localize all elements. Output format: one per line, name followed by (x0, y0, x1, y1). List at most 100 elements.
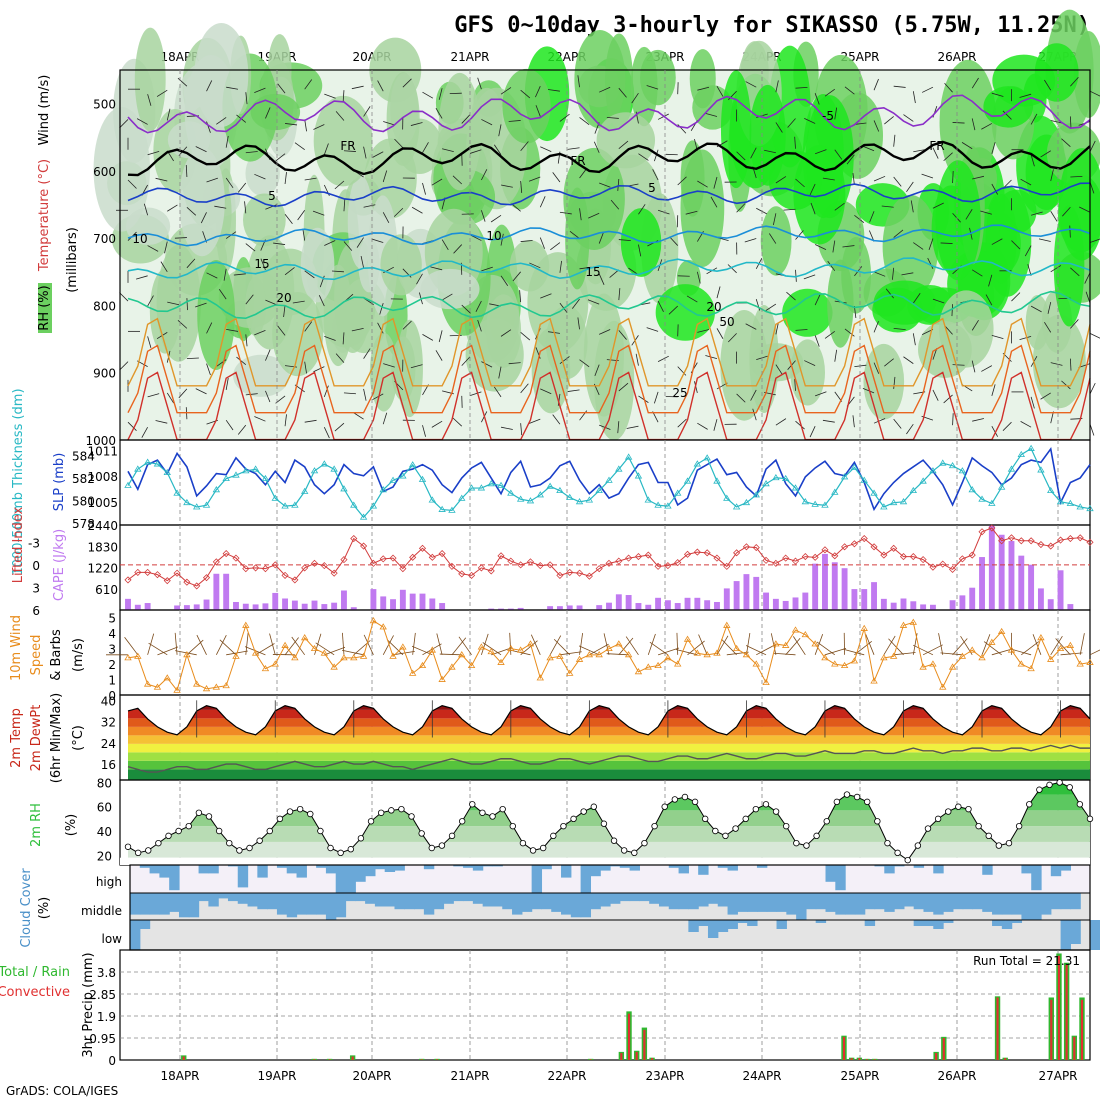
rh-point (1056, 779, 1063, 786)
precip-convective-bar (1080, 999, 1084, 1060)
wind-barb (981, 634, 991, 655)
wind-barb (508, 362, 521, 365)
cape-bar (350, 607, 357, 610)
cape-bar (517, 607, 524, 610)
wind-barb (869, 211, 875, 223)
wind-barb (304, 419, 317, 423)
rh-shade (300, 227, 335, 303)
wind-barb (461, 356, 471, 366)
wind-barb (226, 86, 239, 90)
wind-barb (912, 333, 916, 346)
rh-point (448, 832, 456, 840)
contour-label: FR (929, 139, 944, 153)
slp-point (978, 495, 986, 502)
wind-barb (991, 384, 996, 397)
li-point (998, 537, 1006, 545)
rh-shade (563, 147, 625, 250)
wind-barb (912, 91, 916, 104)
cape-bar (635, 603, 642, 610)
isotherm-line (127, 290, 1091, 320)
wind-barb (824, 331, 836, 339)
rh-band (128, 841, 1090, 858)
y-axis-label: 1000-500mb Thickness (dm) (11, 388, 26, 575)
slp-point (566, 493, 574, 500)
cloud-bar (884, 865, 895, 874)
cloud-bar (1050, 893, 1062, 910)
rh-shade (873, 280, 936, 325)
cape-bar (910, 601, 917, 610)
wind-barb (559, 113, 570, 122)
y-axis-label: RH (%) (37, 285, 52, 330)
rh-shade (438, 72, 481, 191)
wind-barb (981, 123, 993, 130)
slp-point (1017, 450, 1025, 457)
cloud-bar (178, 893, 190, 918)
wind-barb (852, 173, 855, 186)
wind-barb (493, 144, 502, 155)
wind-barb (775, 176, 787, 184)
wind-barb (265, 107, 271, 119)
wind-barb (260, 258, 266, 270)
wind-barb (598, 232, 604, 244)
slp-point (399, 472, 407, 479)
wind-barb (160, 261, 168, 273)
slp-point (212, 486, 221, 493)
rh-point (388, 807, 395, 814)
wind-barb (822, 419, 835, 423)
li-point (1066, 534, 1074, 543)
wind-barb (638, 204, 646, 215)
li-point (929, 563, 937, 571)
wind-barb (559, 211, 572, 215)
wind-barb (215, 635, 227, 655)
wind-barb (342, 332, 345, 345)
wind-barb (676, 632, 679, 655)
wind-barb (814, 335, 820, 347)
wind-point (359, 652, 368, 659)
cape-bar (674, 603, 681, 610)
cloud-bar (874, 893, 885, 910)
rh-point (286, 808, 294, 815)
cloud-bar (198, 865, 209, 874)
cloud-bar (159, 893, 170, 915)
wind-barb (752, 408, 757, 421)
cape-bar (547, 606, 554, 610)
wind-barb (195, 388, 207, 395)
slp-point (1007, 465, 1016, 472)
slp-point (281, 502, 289, 509)
wind-point (124, 654, 132, 661)
cape-bar (576, 605, 583, 610)
wind-barb (814, 294, 821, 306)
wind-barb (490, 214, 502, 223)
rh-point (934, 815, 942, 823)
li-point (575, 569, 584, 577)
wind-barb (143, 203, 149, 216)
li-point (890, 544, 898, 552)
wind-barb (745, 323, 757, 330)
cloud-bar (717, 893, 729, 907)
rh-point (813, 832, 820, 840)
wind-barb (1061, 380, 1071, 390)
li-point (369, 559, 377, 567)
wind-barb (461, 304, 471, 314)
wind-barb (687, 640, 705, 656)
wind-barb (713, 419, 718, 431)
rh-shade (134, 27, 166, 132)
li-point (202, 574, 211, 582)
rh-point (671, 796, 679, 803)
wind-barb (653, 149, 659, 162)
cape-bar (291, 600, 298, 610)
wind-barb (157, 646, 179, 656)
cape-bar (753, 576, 760, 610)
wind-barb (697, 180, 708, 188)
wind-barb (254, 173, 266, 180)
wind-barb (893, 229, 904, 238)
y-axis-unit: (%) (64, 814, 79, 837)
li-point (242, 565, 250, 573)
cloud-bar (756, 893, 768, 912)
li-point (821, 546, 829, 554)
cloud-bar (355, 865, 366, 882)
wind-barb (765, 303, 777, 311)
wind-barb (1030, 211, 1043, 216)
date-label: 20APR (352, 1069, 391, 1083)
wind-point (183, 651, 191, 658)
